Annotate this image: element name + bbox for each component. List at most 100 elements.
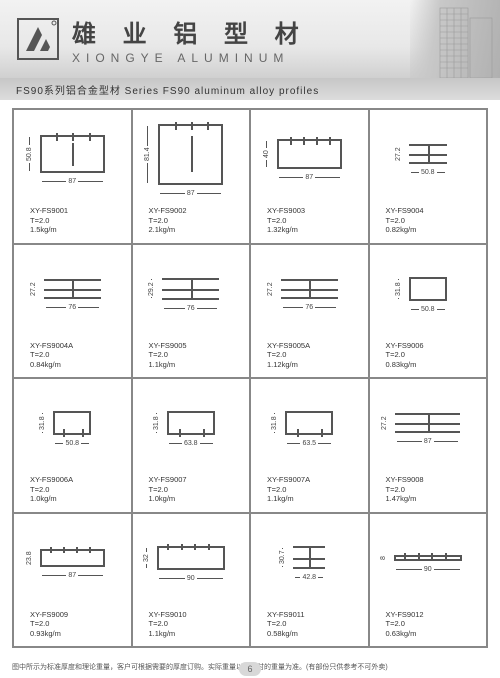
- profile-drawing: 8750.8: [18, 116, 127, 192]
- profile-drawing: 63.8 31.8: [137, 385, 246, 461]
- dim-width: 63.5: [285, 440, 333, 447]
- profile-code: XY-FS9007: [149, 475, 246, 484]
- profile-caption: XY-FS9009T=2.00.93kg/m: [18, 610, 127, 638]
- profile-caption: XY-FS9005T=2.01.1kg/m: [137, 341, 246, 369]
- profile-drawing: 87 23.8: [18, 520, 127, 596]
- profile-drawing: 7627.2: [255, 251, 364, 327]
- profile-cell: 8781.4XY-FS9002T=2.02.1kg/m: [132, 109, 251, 244]
- profile-code: XY-FS9008: [386, 475, 483, 484]
- profile-code: XY-FS9009: [30, 610, 127, 619]
- profile-code: XY-FS9006: [386, 341, 483, 350]
- profile-drawing: 87 40: [255, 116, 364, 192]
- profile-drawing: 9032: [137, 520, 246, 596]
- profile-cell: 7627.2XY-FS9004AT=2.00.84kg/m: [13, 244, 132, 379]
- section-subheading: FS90系列铝合金型材 Series FS90 aluminum alloy p…: [0, 78, 500, 100]
- profile-cell: 87 23.8 XY-FS9009T=2.00.93kg/m: [13, 513, 132, 648]
- profile-weight: 2.1kg/m: [149, 225, 246, 234]
- profile-code: XY-FS9003: [267, 206, 364, 215]
- profile-cell: 63.8 31.8 XY-FS9007T=2.01.0kg/m: [132, 378, 251, 513]
- dim-height: 31.8: [395, 277, 402, 301]
- profile-cell: 50.8 31.8 XY-FS9006T=2.00.83kg/m: [369, 244, 488, 379]
- profile-cell: 87 40 XY-FS9003T=2.01.32kg/m: [250, 109, 369, 244]
- profile-weight: 1.1kg/m: [149, 629, 246, 638]
- profile-weight: 1.12kg/m: [267, 360, 364, 369]
- dim-height: 27.2: [30, 279, 37, 299]
- page-header: 雄 业 铝 型 材 XIONGYE ALUMINUM: [0, 0, 500, 78]
- profile-drawing: 908: [374, 520, 483, 596]
- profile-thickness: T=2.0: [386, 216, 483, 225]
- profile-caption: XY-FS9004T=2.00.82kg/m: [374, 206, 483, 234]
- profile-weight: 0.84kg/m: [30, 360, 127, 369]
- dim-width: 90: [394, 566, 462, 573]
- dim-height: 32: [143, 546, 150, 570]
- dim-height: 23.8: [26, 549, 33, 567]
- profile-caption: XY-FS9006T=2.00.83kg/m: [374, 341, 483, 369]
- profile-caption: XY-FS9004AT=2.00.84kg/m: [18, 341, 127, 369]
- profile-caption: XY-FS9002T=2.02.1kg/m: [137, 206, 246, 234]
- profile-drawing: 50.8 31.8: [374, 251, 483, 327]
- profile-cell: 9032 XY-FS9010T=2.01.1kg/m: [132, 513, 251, 648]
- dim-height: 31.8: [271, 411, 278, 435]
- dim-height: 40: [263, 139, 270, 169]
- profile-drawing: 63.5 31.8: [255, 385, 364, 461]
- profile-caption: XY-FS9001T=2.01.5kg/m: [18, 206, 127, 234]
- profile-weight: 1.47kg/m: [386, 494, 483, 503]
- dim-height: 81.4: [144, 124, 151, 185]
- profile-thickness: T=2.0: [30, 216, 127, 225]
- dim-width: 87: [277, 174, 342, 181]
- logo: [14, 15, 62, 63]
- profile-caption: XY-FS9005AT=2.01.12kg/m: [255, 341, 364, 369]
- profile-caption: XY-FS9012T=2.00.63kg/m: [374, 610, 483, 638]
- profile-cell: 908 XY-FS9012T=2.00.63kg/m: [369, 513, 488, 648]
- profile-cell: 8750.8 XY-FS9001T=2.01.5kg/m: [13, 109, 132, 244]
- profile-caption: XY-FS9003T=2.01.32kg/m: [255, 206, 364, 234]
- dim-height: 29.2: [148, 278, 155, 300]
- profile-thickness: T=2.0: [30, 350, 127, 359]
- profile-cell: 50.827.2 XY-FS9004T=2.00.82kg/m: [369, 109, 488, 244]
- profile-caption: XY-FS9007AT=2.01.1kg/m: [255, 475, 364, 503]
- profile-cell: 8727.2XY-FS9008T=2.01.47kg/m: [369, 378, 488, 513]
- profile-thickness: T=2.0: [149, 216, 246, 225]
- profile-thickness: T=2.0: [386, 619, 483, 628]
- profile-code: XY-FS9007A: [267, 475, 364, 484]
- profile-weight: 1.0kg/m: [30, 494, 127, 503]
- profile-caption: XY-FS9006AT=2.01.0kg/m: [18, 475, 127, 503]
- profile-weight: 1.1kg/m: [149, 360, 246, 369]
- profile-drawing: 87 27.2: [374, 385, 483, 461]
- profile-thickness: T=2.0: [267, 350, 364, 359]
- building-graphic: [410, 0, 500, 78]
- profile-weight: 0.63kg/m: [386, 629, 483, 638]
- dim-width: 63.8: [167, 440, 215, 447]
- profile-weight: 1.5kg/m: [30, 225, 127, 234]
- profile-thickness: T=2.0: [386, 350, 483, 359]
- profile-thickness: T=2.0: [30, 619, 127, 628]
- dim-width: 50.8: [53, 440, 91, 447]
- profile-drawing: 8781.4: [137, 116, 246, 192]
- dim-height: 50.8: [26, 135, 33, 173]
- profile-drawing: 50.8 31.8: [18, 385, 127, 461]
- profile-grid: 8750.8XY-FS9001T=2.01.5kg/m8781.4XY-FS90…: [12, 108, 488, 648]
- dim-width: 76: [162, 305, 219, 312]
- profile-caption: XY-FS9010T=2.01.1kg/m: [137, 610, 246, 638]
- profile-drawing: 50.827.2: [374, 116, 483, 192]
- page-number: 6: [239, 662, 261, 676]
- profile-caption: XY-FS9011T=2.00.58kg/m: [255, 610, 364, 638]
- profile-thickness: T=2.0: [267, 485, 364, 494]
- dim-width: 42.8: [293, 574, 325, 581]
- profile-cell: 76 29.2 XY-FS9005T=2.01.1kg/m: [132, 244, 251, 379]
- dim-width: 87: [395, 438, 460, 445]
- dim-height: 27.2: [381, 413, 388, 433]
- dim-width: 50.8: [409, 306, 447, 313]
- profile-weight: 0.83kg/m: [386, 360, 483, 369]
- profile-thickness: T=2.0: [149, 350, 246, 359]
- profile-code: XY-FS9005A: [267, 341, 364, 350]
- dim-width: 76: [281, 304, 338, 311]
- dim-height: 31.8: [39, 411, 46, 435]
- dim-width: 87: [158, 190, 223, 197]
- profile-code: XY-FS9005: [149, 341, 246, 350]
- profile-caption: XY-FS9007T=2.01.0kg/m: [137, 475, 246, 503]
- dim-height: 31.8: [153, 411, 160, 435]
- profile-thickness: T=2.0: [267, 216, 364, 225]
- profile-weight: 1.32kg/m: [267, 225, 364, 234]
- dim-width: 87: [40, 572, 105, 579]
